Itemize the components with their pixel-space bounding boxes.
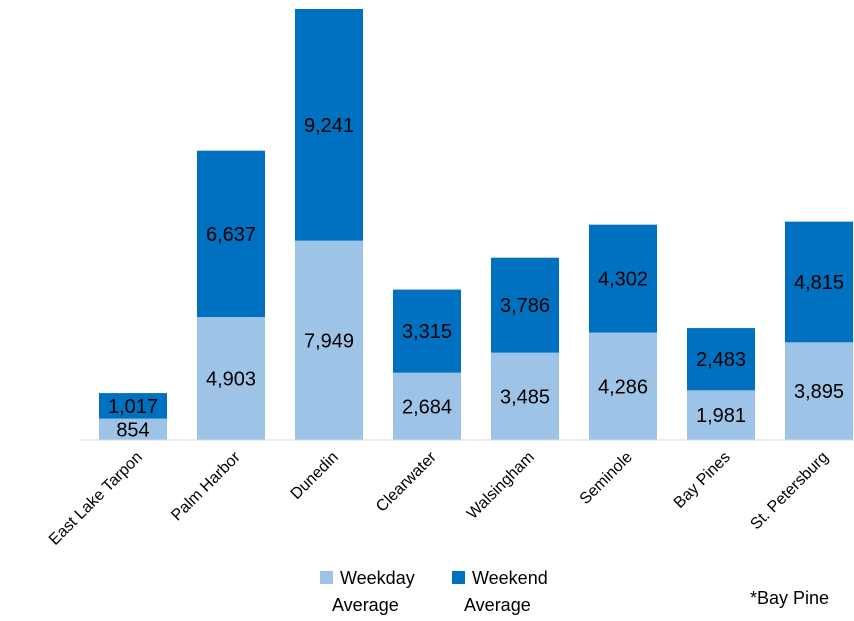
bar-weekday-average-st-petersburg (785, 342, 853, 440)
bar-weekday-average-east-lake-tarpon (99, 418, 167, 440)
bar-weekend-average-seminole (589, 224, 657, 333)
legend: Weekday Average Weekend Average (320, 568, 548, 615)
legend-label-weekday-average: Weekday Average (332, 568, 415, 615)
data-label-weekday-average-walsingham: 3,485 (500, 386, 550, 408)
category-label-st-petersburg: St. Petersburg (747, 449, 831, 533)
legend-item-weekday-average: Weekday Average (320, 568, 415, 615)
category-labels-group: East Lake Tarpon Palm Harbor Dunedin Clearw… (46, 448, 832, 548)
data-label-weekday-average-st-petersburg: 3,895 (794, 381, 844, 403)
legend-swatch-weekday-average (320, 571, 333, 584)
category-label-bay-pines: Bay Pines (671, 449, 734, 512)
legend-swatch-weekend-average (452, 571, 465, 584)
bar-weekend-average-st-petersburg (785, 221, 853, 343)
data-label-weekend-average-dunedin: 9,241 (304, 115, 354, 137)
data-label-weekday-average-east-lake-tarpon: 854 (116, 419, 149, 441)
data-label-weekend-average-seminole: 4,302 (598, 269, 648, 291)
data-label-weekend-average-st-petersburg: 4,815 (794, 272, 844, 294)
bar-weekend-average-walsingham (491, 257, 559, 353)
data-label-weekday-average-bay-pines: 1,981 (696, 405, 746, 427)
legend-item-weekend-average: Weekend Average (452, 568, 548, 615)
category-label-palm-harbor: Palm Harbor (168, 448, 244, 524)
data-label-weekday-average-seminole: 4,286 (598, 376, 648, 398)
bar-weekday-average-dunedin (295, 240, 363, 440)
data-label-weekday-average-clearwater: 2,684 (402, 396, 452, 418)
data-label-weekend-average-palm-harbor: 6,637 (206, 224, 256, 246)
data-label-weekday-average-dunedin: 7,949 (304, 330, 354, 352)
data-label-weekend-average-walsingham: 3,786 (500, 295, 550, 317)
bar-weekday-average-walsingham (491, 352, 559, 440)
data-label-weekend-average-clearwater: 3,315 (402, 321, 452, 343)
bar-weekend-average-east-lake-tarpon (99, 393, 167, 419)
bar-weekday-average-clearwater (393, 372, 461, 440)
data-label-weekend-average-east-lake-tarpon: 1,017 (108, 396, 158, 418)
data-label-weekend-average-bay-pines: 2,483 (696, 349, 746, 371)
footnote: *Bay Pine (750, 588, 830, 608)
bar-weekend-average-clearwater (393, 289, 461, 373)
bar-weekend-average-palm-harbor (197, 150, 265, 318)
bar-weekday-average-palm-harbor (197, 317, 265, 440)
category-label-dunedin: Dunedin (288, 449, 342, 503)
legend-label-weekend-average: Weekend Average (464, 568, 548, 615)
data-label-weekday-average-palm-harbor: 4,903 (206, 369, 256, 391)
category-label-seminole: Seminole (577, 449, 636, 508)
bars-group (99, 9, 853, 440)
bar-weekday-average-seminole (589, 332, 657, 440)
bar-weekday-average-bay-pines (687, 390, 755, 440)
category-label-clearwater: Clearwater (373, 448, 440, 515)
category-label-walsingham: Walsingham (464, 449, 538, 523)
bar-weekend-average-dunedin (295, 9, 363, 241)
category-label-east-lake-tarpon: East Lake Tarpon (46, 449, 146, 549)
bar-weekend-average-bay-pines (687, 328, 755, 391)
